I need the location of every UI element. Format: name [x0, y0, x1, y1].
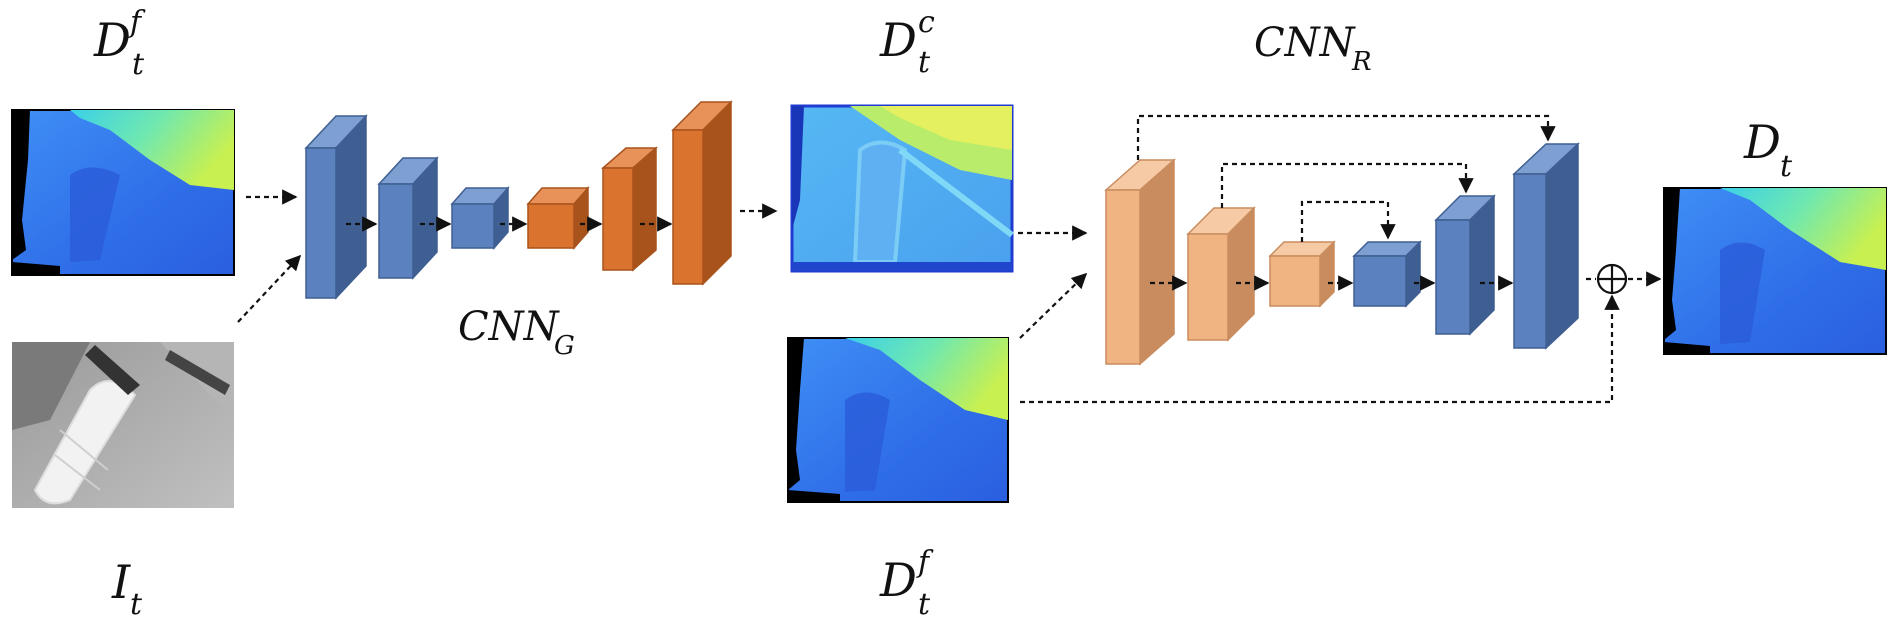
svg-text:D: D — [879, 13, 917, 67]
coarse-depth-map — [790, 104, 1014, 273]
svg-text:t: t — [132, 47, 145, 82]
cnn-g-encoder-block-1 — [304, 114, 368, 300]
svg-text:t: t — [918, 587, 931, 622]
cnn-g-decoder-block-2 — [600, 146, 659, 272]
cnn-r-encoder-block-3 — [1268, 240, 1336, 308]
cnn-r-decoder-block-3 — [1512, 142, 1580, 350]
svg-text:c: c — [918, 5, 935, 40]
label-coarse-depth: D c t — [879, 5, 935, 80]
cnn-r-encoder-block-1 — [1104, 158, 1176, 366]
svg-text:CNN: CNN — [458, 304, 561, 350]
cnn-r-encoder-block-2 — [1186, 206, 1256, 342]
svg-text:CNN: CNN — [1254, 20, 1357, 66]
svg-text:t: t — [130, 587, 143, 622]
label-refine-input-depth: D f t — [879, 545, 934, 622]
label-input-image: I t — [111, 555, 143, 622]
skip-connection-middle — [1220, 162, 1474, 208]
svg-text:D: D — [1743, 115, 1781, 169]
cnn-g-network — [304, 100, 733, 300]
cnn-g-decoder-block-1 — [526, 186, 590, 250]
skip-connection-outer — [1136, 114, 1556, 160]
refine-input-depth-map — [787, 337, 1009, 503]
svg-text:f: f — [128, 5, 146, 40]
cnn-g-encoder-block-3 — [450, 186, 510, 250]
input-image — [12, 342, 234, 508]
svg-text:t: t — [918, 45, 931, 80]
input-depth-map — [11, 109, 235, 276]
svg-text:D: D — [879, 553, 917, 607]
svg-text:D: D — [93, 13, 131, 67]
svg-text:f: f — [916, 545, 934, 580]
circle-plus-icon — [1596, 263, 1628, 295]
cnn-r-network — [1104, 114, 1580, 366]
arrow-refine-input-to-cnn-r — [1019, 272, 1088, 339]
cnn-r-decoder-block-2 — [1434, 194, 1496, 336]
svg-text:R: R — [1351, 47, 1372, 77]
cnn-g-encoder-block-2 — [377, 156, 439, 280]
svg-text:t: t — [1780, 149, 1793, 184]
label-cnn-g: CNN G — [458, 304, 575, 361]
svg-text:G: G — [554, 331, 575, 361]
cnn-g-decoder-block-3 — [671, 100, 733, 286]
label-cnn-r: CNN R — [1254, 20, 1372, 77]
arrow-image-to-cnn-g — [237, 254, 302, 323]
label-output-depth: D t — [1743, 115, 1793, 184]
output-depth-map — [1663, 187, 1887, 355]
svg-text:I: I — [111, 555, 131, 609]
cnn-r-decoder-block-1 — [1352, 240, 1422, 308]
skip-connection-inner — [1300, 200, 1396, 242]
label-input-depth: D f t — [93, 5, 146, 82]
